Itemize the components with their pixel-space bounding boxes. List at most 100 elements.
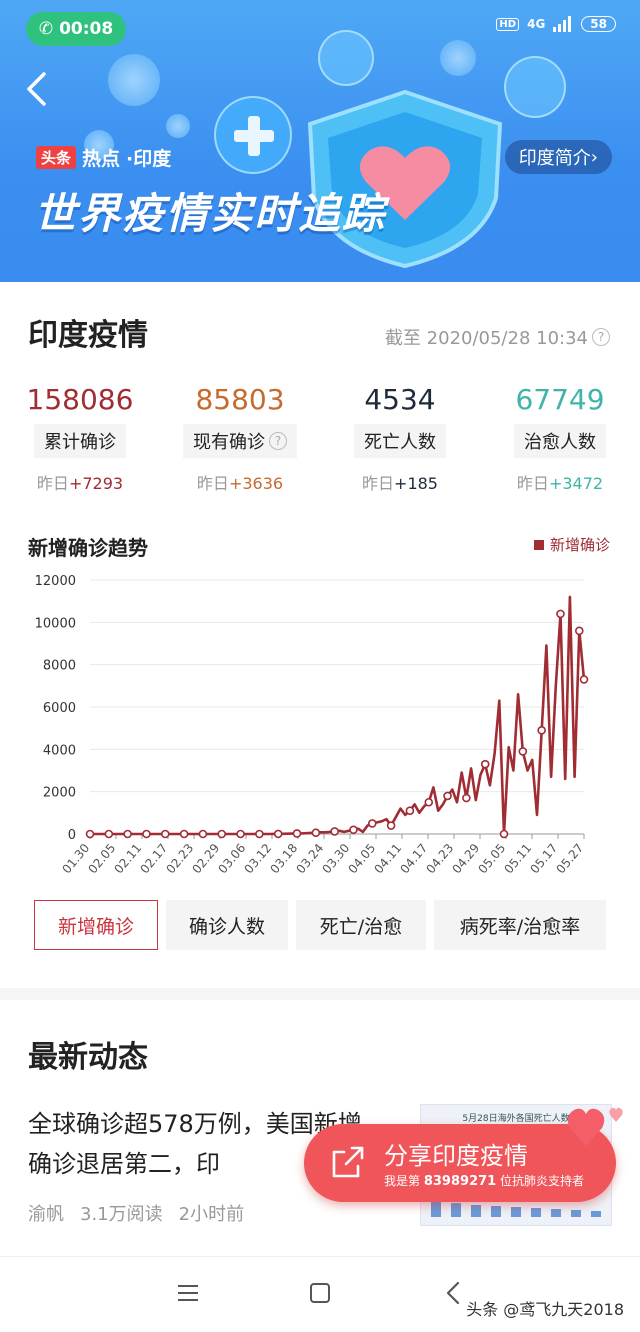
thumb-bar xyxy=(451,1203,461,1217)
stat-delta: 昨日+3636 xyxy=(160,470,320,494)
news-headline[interactable]: 全球确诊超578万例，美国新增确诊退居第二，印 xyxy=(28,1110,362,1178)
stat-label-box: 死亡人数 xyxy=(354,424,446,458)
tab-deaths-recovered[interactable]: 死亡/治愈 xyxy=(296,900,426,950)
delta-prefix: 昨日 xyxy=(196,474,229,493)
x-tick-label: 03.06 xyxy=(215,841,248,876)
stat-recovered: 67749 治愈人数 昨日+3472 xyxy=(480,380,640,494)
data-point xyxy=(179,829,189,839)
share-sub-prefix: 我是第 xyxy=(384,1174,421,1188)
x-tick-label: 03.12 xyxy=(241,841,274,876)
share-button[interactable]: 分享印度疫情 我是第 83989271 位抗肺炎支持者 xyxy=(304,1124,616,1202)
data-point xyxy=(104,829,114,839)
data-point xyxy=(273,829,283,839)
stat-delta: 昨日+185 xyxy=(320,470,480,494)
virus-icon xyxy=(108,54,160,106)
network-indicator: 4G xyxy=(527,17,546,31)
x-tick-label: 05.11 xyxy=(501,841,534,876)
data-point xyxy=(142,829,151,839)
thumb-bar xyxy=(591,1211,601,1217)
chevron-right-icon: › xyxy=(590,146,598,168)
x-tick-label: 03.24 xyxy=(293,841,326,876)
data-point xyxy=(292,829,302,838)
x-tick-label: 04.17 xyxy=(397,841,430,876)
data-point xyxy=(330,827,339,836)
stats-row: 158086 累计确诊 昨日+7293 85803 现有确诊? 昨日+3636 … xyxy=(0,380,640,494)
watermark: 头条 @鸢飞九天2018 xyxy=(466,1300,624,1319)
medical-cross-icon xyxy=(214,96,292,174)
x-tick-label: 04.05 xyxy=(345,841,378,876)
data-point xyxy=(311,828,321,838)
data-point xyxy=(537,725,546,735)
back-arrow-icon[interactable] xyxy=(24,70,50,108)
stat-label: 治愈人数 xyxy=(524,432,596,453)
data-point xyxy=(217,829,227,839)
stat-label-box: 累计确诊 xyxy=(34,424,126,458)
delta-value: +7293 xyxy=(68,474,124,493)
stat-current-confirmed: 85803 现有确诊? 昨日+3636 xyxy=(160,380,320,494)
signal-icon xyxy=(553,16,572,32)
share-icon xyxy=(332,1146,364,1178)
data-point xyxy=(349,825,358,835)
share-sub-suffix: 位抗肺炎支持者 xyxy=(500,1174,585,1188)
banner-title: 世界疫情实时追踪 xyxy=(34,189,387,238)
thumb-bar xyxy=(531,1208,541,1217)
home-icon[interactable] xyxy=(310,1283,330,1303)
summary-title: 印度疫情 xyxy=(28,318,148,353)
trend-chart[interactable]: 02000400060008000100001200001.3002.0502.… xyxy=(0,560,640,880)
data-point xyxy=(255,829,264,839)
spray-icon xyxy=(504,56,566,118)
stat-value: 85803 xyxy=(195,383,285,416)
data-point xyxy=(198,829,208,839)
y-tick-label: 8000 xyxy=(43,659,76,674)
help-icon[interactable]: ? xyxy=(269,432,287,450)
stat-label-box[interactable]: 现有确诊? xyxy=(183,424,297,458)
data-point xyxy=(367,819,377,828)
india-intro-button[interactable]: 印度简介 › xyxy=(504,140,612,174)
y-tick-label: 12000 xyxy=(35,574,76,589)
delta-value: +3636 xyxy=(228,474,284,493)
y-tick-label: 0 xyxy=(68,828,76,843)
hd-indicator: HD xyxy=(496,17,520,31)
call-status-pill[interactable]: ✆ 00:08 xyxy=(26,12,126,46)
data-point xyxy=(386,821,396,830)
data-point xyxy=(579,675,589,684)
chart-legend[interactable]: 新增确诊 xyxy=(533,534,610,555)
share-label: 分享印度疫情 xyxy=(384,1142,528,1170)
brand-tag: 头条 xyxy=(36,146,77,169)
virus-icon xyxy=(84,130,114,160)
thumb-bar xyxy=(471,1205,481,1217)
help-icon[interactable]: ? xyxy=(592,328,610,346)
legend-label: 新增确诊 xyxy=(549,536,610,554)
x-tick-label: 04.29 xyxy=(449,841,482,876)
x-tick-label: 03.18 xyxy=(267,841,300,876)
tab-new-confirmed[interactable]: 新增确诊 xyxy=(34,900,158,950)
data-point xyxy=(556,609,565,619)
data-point xyxy=(160,829,170,839)
tab-confirmed-count[interactable]: 确诊人数 xyxy=(166,900,288,950)
delta-value: +3472 xyxy=(548,474,604,493)
status-time: 00:08 xyxy=(59,19,114,39)
legend-swatch xyxy=(533,539,544,550)
thumb-bar xyxy=(431,1199,441,1217)
mask-icon xyxy=(318,30,374,86)
menu-icon[interactable] xyxy=(178,1285,198,1301)
thumb-bar xyxy=(491,1206,501,1217)
y-tick-label: 6000 xyxy=(43,701,76,716)
data-point xyxy=(518,747,528,756)
data-point xyxy=(236,829,245,839)
x-tick-label: 04.11 xyxy=(371,841,404,876)
virus-icon xyxy=(440,40,476,76)
brand-region: ·印度 xyxy=(126,148,172,170)
data-point xyxy=(123,829,132,839)
x-tick-label: 02.05 xyxy=(85,841,118,876)
banner: ✆ 00:08 HD 4G 58 头条 热点 ·印度 世界疫情实时追踪 印度简介… xyxy=(0,0,640,282)
delta-prefix: 昨日 xyxy=(36,474,69,493)
share-number: 83989271 xyxy=(423,1174,497,1189)
y-tick-label: 10000 xyxy=(35,616,76,631)
data-point xyxy=(85,829,95,839)
nav-back-icon[interactable] xyxy=(446,1281,460,1305)
tab-mortality-recovery-rate[interactable]: 病死率/治愈率 xyxy=(434,900,606,950)
stat-label-box: 治愈人数 xyxy=(514,424,606,458)
system-nav-bar xyxy=(0,1256,640,1332)
virus-icon xyxy=(166,114,190,138)
